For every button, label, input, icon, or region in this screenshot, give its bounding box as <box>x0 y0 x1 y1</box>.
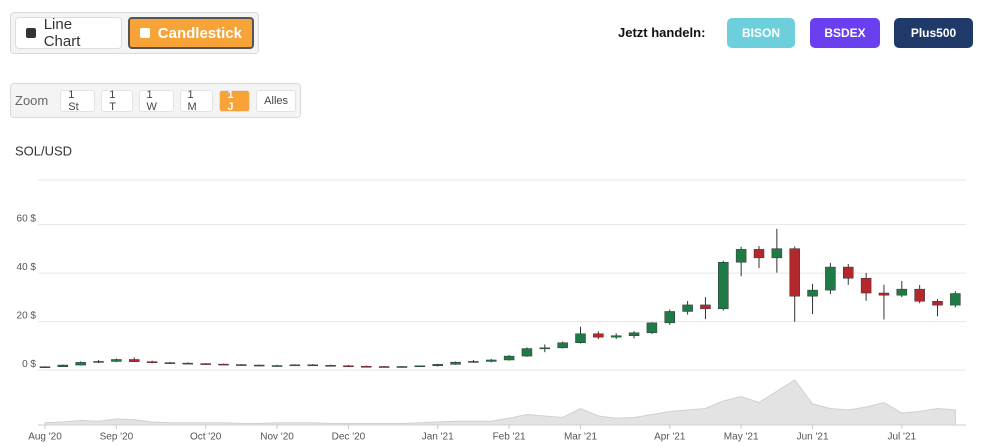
candle-body <box>860 277 872 294</box>
candle-body <box>75 362 86 366</box>
x-tick-label: May '21 <box>724 432 759 443</box>
candle-body <box>361 366 372 368</box>
candle-body <box>878 292 890 296</box>
candle-body <box>771 248 783 259</box>
candle-body <box>896 288 908 296</box>
candle-body <box>932 301 943 306</box>
candle-body <box>236 364 247 366</box>
candle-body <box>396 366 408 368</box>
y-tick-label: 20 $ <box>17 310 37 321</box>
candle-body <box>521 348 533 357</box>
zoom-button[interactable]: 1 T <box>101 89 133 113</box>
button-icon <box>139 28 150 38</box>
x-tick-label: Jun '21 <box>797 432 829 443</box>
candle-body <box>700 304 711 310</box>
candle-body <box>718 261 729 310</box>
candle-body <box>664 311 675 324</box>
candle-body <box>807 289 818 297</box>
zoom-button[interactable]: 1 M <box>179 89 214 113</box>
x-tick-label: Jan '21 <box>422 432 454 443</box>
chart-type-button[interactable]: Line Chart <box>15 16 122 50</box>
candle-body <box>557 342 568 349</box>
candle-body <box>307 364 318 367</box>
candle-body <box>93 361 104 363</box>
zoom-button[interactable]: Alles <box>256 89 297 112</box>
broker-button[interactable]: BISON <box>727 18 795 48</box>
zoom-button[interactable]: 1 W <box>138 89 174 113</box>
candle-body <box>164 362 176 364</box>
candle-body <box>39 366 51 369</box>
x-tick-label: Apr '21 <box>654 432 686 443</box>
candle-body <box>182 362 194 365</box>
y-tick-label: 60 $ <box>17 213 37 224</box>
x-tick-label: Sep '20 <box>100 432 134 443</box>
candle-body <box>414 365 426 368</box>
y-tick-label: 0 $ <box>22 359 36 370</box>
candle-body <box>628 332 640 336</box>
candle-body <box>735 249 747 263</box>
candle-body <box>950 293 961 306</box>
candle-body <box>378 366 390 368</box>
x-tick-label: Oct '20 <box>190 432 222 443</box>
zoom-button[interactable]: 1 St <box>60 89 96 113</box>
x-tick-label: Nov '20 <box>260 432 294 443</box>
chart-title: SOL/USD <box>15 143 72 158</box>
candle-body <box>825 266 836 291</box>
candle-body <box>468 361 479 363</box>
candle-body <box>325 365 336 367</box>
broker-button[interactable]: BSDEX <box>810 18 880 48</box>
candle-body <box>486 359 497 362</box>
candle-body <box>539 347 551 350</box>
candle-body <box>503 355 515 361</box>
candle-body <box>610 335 622 338</box>
y-tick-label: 40 $ <box>17 262 37 273</box>
candle-body <box>914 288 925 302</box>
candle-body <box>289 364 301 367</box>
x-tick-label: Dec '20 <box>332 432 366 443</box>
candle-body <box>682 304 693 312</box>
candle-body <box>646 322 658 334</box>
candle-body <box>343 365 354 368</box>
candle-body <box>129 359 140 362</box>
candle-body <box>789 248 800 297</box>
x-tick-label: Mar '21 <box>564 432 597 443</box>
chart-type-button[interactable]: Candlestick <box>127 17 254 49</box>
volume-area <box>44 379 956 426</box>
candle-body <box>450 361 461 365</box>
candle-body <box>432 364 443 367</box>
broker-button[interactable]: Plus500 <box>894 18 973 48</box>
candle-body <box>843 266 854 279</box>
candle-body <box>146 361 158 363</box>
chart-type-switch: Line Chart Candlestick <box>10 12 259 54</box>
candle-body <box>253 364 265 367</box>
candle-body <box>218 363 229 366</box>
x-tick-label: Aug '20 <box>28 432 62 443</box>
candle-body <box>111 359 122 362</box>
candle-body <box>593 333 604 338</box>
button-label: Candlestick <box>157 24 242 42</box>
button-icon <box>26 28 36 38</box>
x-tick-label: Jul '21 <box>888 432 917 443</box>
candle-body <box>200 363 211 365</box>
button-label: Line Chart <box>43 16 81 50</box>
trade-label: Jetzt handeln: <box>618 25 706 40</box>
zoom-label: Zoom <box>15 93 49 108</box>
candle-body <box>753 249 765 259</box>
x-tick-label: Feb '21 <box>493 432 526 443</box>
candle-body <box>57 364 69 368</box>
candle-body <box>271 365 283 367</box>
zoom-button[interactable]: 1 J <box>219 89 251 113</box>
candle-body <box>575 333 586 343</box>
